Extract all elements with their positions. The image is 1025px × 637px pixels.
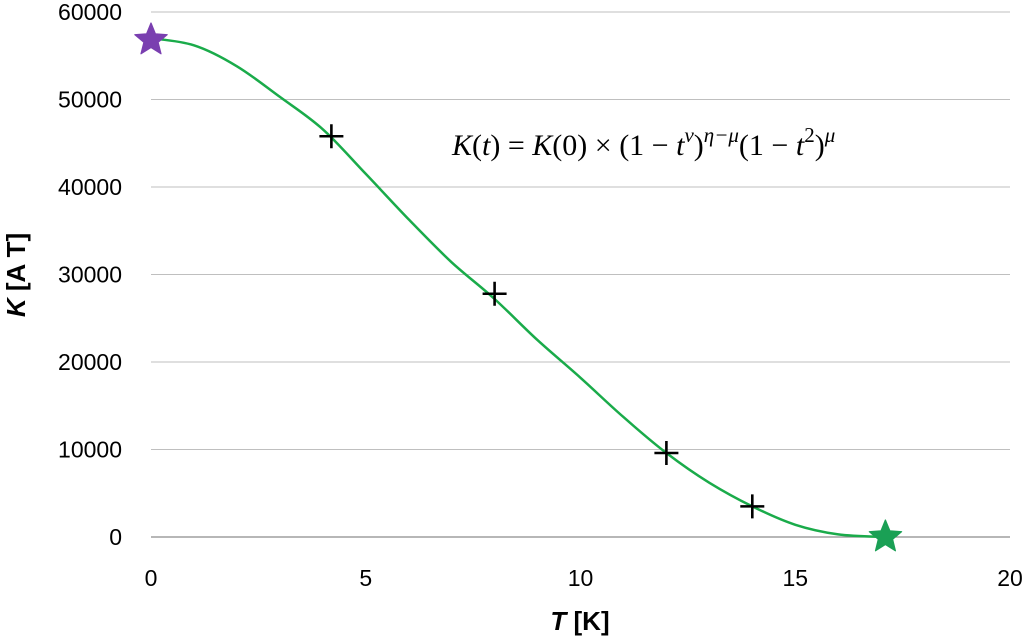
grid-lines <box>151 11 1010 450</box>
end-star-marker <box>868 519 903 552</box>
x-axis-title: T [K] <box>550 606 609 636</box>
plus-marker <box>319 124 344 149</box>
y-tick-labels: 0 10000 20000 30000 40000 50000 60000 <box>58 0 122 550</box>
y-tick-label: 20000 <box>58 349 122 375</box>
formula-annotation: K(t) = K(0) × (1 − tν)η−μ(1 − t2)μ <box>451 123 835 162</box>
x-tick-label: 0 <box>145 565 158 591</box>
x-tick-labels: 0 5 10 15 20 <box>145 565 1023 591</box>
y-tick-label: 30000 <box>58 262 122 288</box>
y-axis-title: K [A T] <box>1 233 31 317</box>
plus-marker <box>654 441 679 465</box>
x-tick-label: 15 <box>782 565 808 591</box>
y-tick-label: 10000 <box>58 437 122 463</box>
plus-marker <box>482 281 507 306</box>
plus-marker <box>740 494 765 519</box>
x-tick-label: 5 <box>359 565 372 591</box>
start-star-marker <box>134 22 168 55</box>
y-tick-label: 50000 <box>58 87 122 113</box>
fit-curve <box>150 37 886 539</box>
y-tick-label: 40000 <box>58 174 122 200</box>
y-tick-label: 0 <box>109 524 122 550</box>
x-tick-label: 20 <box>997 565 1023 591</box>
x-tick-label: 10 <box>568 565 594 591</box>
data-markers <box>134 22 903 552</box>
y-tick-label: 60000 <box>58 0 122 25</box>
